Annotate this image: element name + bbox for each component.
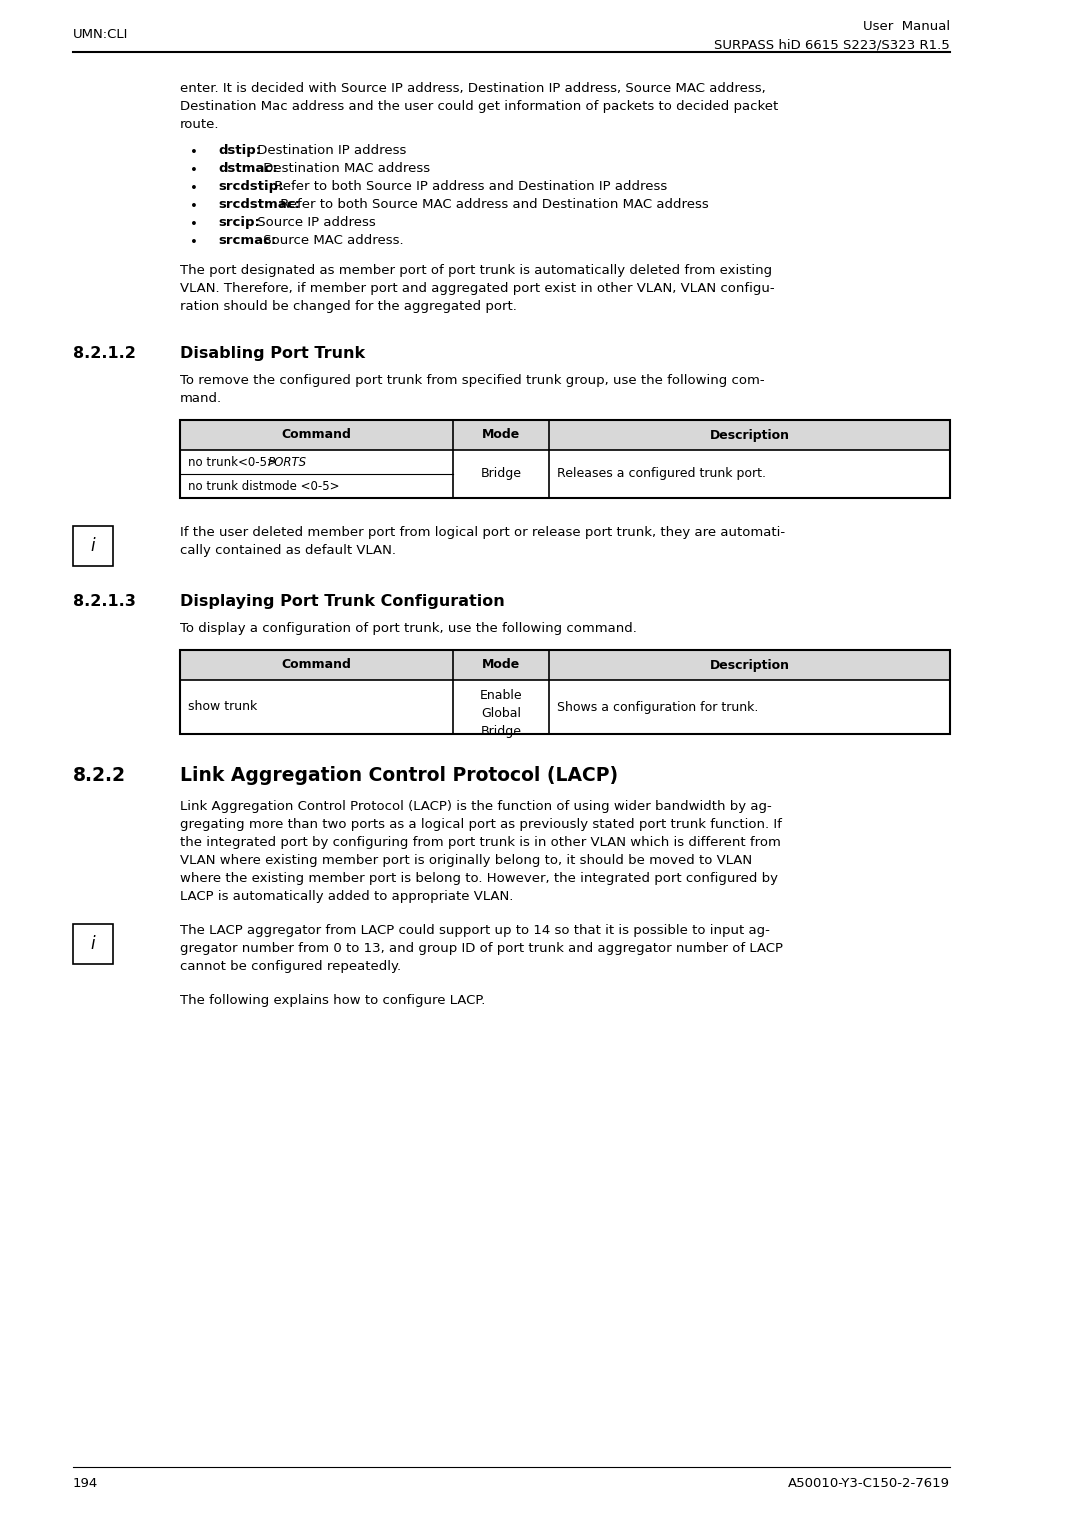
- Text: the integrated port by configuring from port trunk is in other VLAN which is dif: the integrated port by configuring from …: [180, 835, 781, 849]
- Text: 194: 194: [73, 1477, 98, 1490]
- Text: Mode: Mode: [482, 658, 521, 672]
- Bar: [180, 420, 950, 450]
- Text: UMN:CLI: UMN:CLI: [73, 27, 129, 41]
- Text: VLAN. Therefore, if member port and aggregated port exist in other VLAN, VLAN co: VLAN. Therefore, if member port and aggr…: [180, 282, 774, 295]
- Text: User  Manual: User Manual: [863, 20, 950, 34]
- Text: Command: Command: [282, 429, 351, 441]
- Bar: [73, 525, 113, 567]
- Text: 8.2.1.3: 8.2.1.3: [73, 594, 136, 609]
- Text: gregator number from 0 to 13, and group ID of port trunk and aggregator number o: gregator number from 0 to 13, and group …: [180, 942, 783, 954]
- Text: Enable: Enable: [480, 689, 523, 702]
- Text: 8.2.1.2: 8.2.1.2: [73, 347, 136, 360]
- Text: •: •: [190, 147, 198, 159]
- Text: The LACP aggregator from LACP could support up to 14 so that it is possible to i: The LACP aggregator from LACP could supp…: [180, 924, 770, 938]
- Text: •: •: [190, 182, 198, 195]
- Text: srcmac:: srcmac:: [218, 234, 276, 247]
- Text: To remove the configured port trunk from specified trunk group, use the followin: To remove the configured port trunk from…: [180, 374, 765, 386]
- Text: show trunk: show trunk: [188, 701, 257, 713]
- Text: •: •: [190, 200, 198, 212]
- Text: Destination Mac address and the user could get information of packets to decided: Destination Mac address and the user cou…: [180, 99, 779, 113]
- Text: The following explains how to configure LACP.: The following explains how to configure …: [180, 994, 485, 1006]
- Text: Command: Command: [282, 658, 351, 672]
- Text: LACP is automatically added to appropriate VLAN.: LACP is automatically added to appropria…: [180, 890, 513, 902]
- Text: cally contained as default VLAN.: cally contained as default VLAN.: [180, 544, 396, 557]
- Text: Bridge: Bridge: [481, 467, 522, 481]
- Text: Refer to both Source MAC address and Destination MAC address: Refer to both Source MAC address and Des…: [276, 199, 708, 211]
- Text: The port designated as member port of port trunk is automatically deleted from e: The port designated as member port of po…: [180, 264, 772, 276]
- Text: Source IP address: Source IP address: [253, 215, 376, 229]
- Text: no trunk<0-5>: no trunk<0-5>: [188, 455, 281, 469]
- Text: i: i: [91, 538, 95, 554]
- Bar: [180, 651, 950, 734]
- Text: Source MAC address.: Source MAC address.: [258, 234, 403, 247]
- Text: Releases a configured trunk port.: Releases a configured trunk port.: [557, 467, 766, 481]
- Text: srcdstip:: srcdstip:: [218, 180, 283, 192]
- Text: Disabling Port Trunk: Disabling Port Trunk: [180, 347, 365, 360]
- Text: Bridge: Bridge: [481, 725, 522, 738]
- Text: enter. It is decided with Source IP address, Destination IP address, Source MAC : enter. It is decided with Source IP addr…: [180, 82, 766, 95]
- Text: dstmac:: dstmac:: [218, 162, 278, 176]
- Text: srcip:: srcip:: [218, 215, 260, 229]
- Bar: [73, 924, 113, 964]
- Text: 8.2.2: 8.2.2: [73, 767, 126, 785]
- Text: srcdstmac:: srcdstmac:: [218, 199, 300, 211]
- Text: ration should be changed for the aggregated port.: ration should be changed for the aggrega…: [180, 299, 517, 313]
- Text: PORTS: PORTS: [268, 455, 307, 469]
- Text: route.: route.: [180, 118, 219, 131]
- Text: Destination MAC address: Destination MAC address: [258, 162, 430, 176]
- Text: cannot be configured repeatedly.: cannot be configured repeatedly.: [180, 960, 401, 973]
- Text: A50010-Y3-C150-2-7619: A50010-Y3-C150-2-7619: [788, 1477, 950, 1490]
- Text: Displaying Port Trunk Configuration: Displaying Port Trunk Configuration: [180, 594, 504, 609]
- Bar: [180, 651, 950, 680]
- Text: Link Aggregation Control Protocol (LACP): Link Aggregation Control Protocol (LACP): [180, 767, 618, 785]
- Text: VLAN where existing member port is originally belong to, it should be moved to V: VLAN where existing member port is origi…: [180, 854, 752, 867]
- Text: •: •: [190, 218, 198, 231]
- Text: If the user deleted member port from logical port or release port trunk, they ar: If the user deleted member port from log…: [180, 525, 785, 539]
- Text: Refer to both Source IP address and Destination IP address: Refer to both Source IP address and Dest…: [270, 180, 667, 192]
- Text: Shows a configuration for trunk.: Shows a configuration for trunk.: [557, 701, 758, 713]
- Text: no trunk distmode <0-5>: no trunk distmode <0-5>: [188, 479, 339, 493]
- Text: Link Aggregation Control Protocol (LACP) is the function of using wider bandwidt: Link Aggregation Control Protocol (LACP)…: [180, 800, 772, 812]
- Text: To display a configuration of port trunk, use the following command.: To display a configuration of port trunk…: [180, 621, 637, 635]
- Text: SURPASS hiD 6615 S223/S323 R1.5: SURPASS hiD 6615 S223/S323 R1.5: [714, 38, 950, 50]
- Text: Mode: Mode: [482, 429, 521, 441]
- Text: Destination IP address: Destination IP address: [253, 144, 406, 157]
- Text: Description: Description: [710, 429, 789, 441]
- Bar: [180, 420, 950, 498]
- Text: i: i: [91, 935, 95, 953]
- Text: •: •: [190, 163, 198, 177]
- Text: •: •: [190, 237, 198, 249]
- Text: Global: Global: [481, 707, 521, 721]
- Text: Description: Description: [710, 658, 789, 672]
- Text: gregating more than two ports as a logical port as previously stated port trunk : gregating more than two ports as a logic…: [180, 818, 782, 831]
- Text: dstip:: dstip:: [218, 144, 261, 157]
- Text: mand.: mand.: [180, 392, 222, 405]
- Text: where the existing member port is belong to. However, the integrated port config: where the existing member port is belong…: [180, 872, 778, 886]
